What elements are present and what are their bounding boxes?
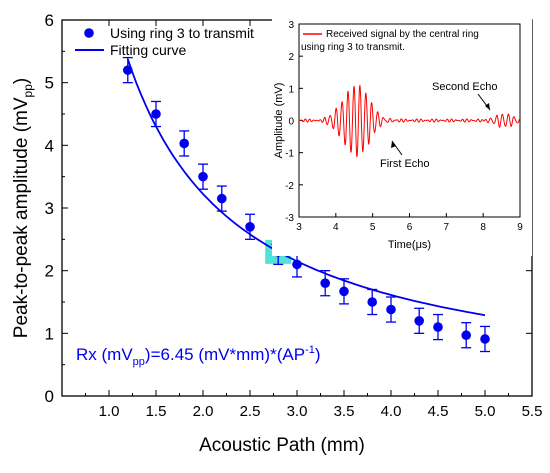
y-tick-label: 0 — [45, 387, 54, 406]
main-chart: 1.0 1.5 2.0 2.5 3.0 3.5 4.0 4.5 5.0 5.5 0 1 2 3 4 5 6 Aco… — [11, 11, 542, 456]
inset-x-tick-label: 9 — [517, 222, 523, 233]
fitting-curve — [126, 58, 486, 317]
inset-chart: 3 4 5 6 7 8 9 -3 -2 -1 0 1 2 3 Time(μs) Amplitude (mV) R… — [272, 16, 532, 256]
inset-x-tick-label: 8 — [480, 222, 486, 233]
inset-y-tick-label: 1 — [288, 84, 294, 95]
inset-y-tick-label: 3 — [288, 20, 294, 31]
y-tick-label: 4 — [45, 136, 54, 155]
x-tick-label: 4.5 — [428, 403, 449, 420]
data-point — [198, 171, 208, 182]
inset-y-tick-label: 0 — [288, 117, 294, 128]
data-point — [386, 304, 396, 315]
data-point — [480, 334, 490, 344]
second-echo-arrowhead — [485, 103, 490, 110]
legend-label-points: Using ring 3 to transmit — [110, 25, 254, 41]
inset-x-tick-label: 5 — [370, 222, 376, 233]
x-tick-label: 2.5 — [240, 403, 261, 420]
data-point — [414, 316, 425, 326]
first-echo-arrowhead — [391, 141, 396, 148]
data-point — [217, 193, 227, 204]
y-tick-label: 1 — [45, 324, 54, 343]
inset-x-tick-label: 4 — [333, 222, 339, 233]
inset-x-tick-label: 6 — [407, 222, 413, 233]
legend-label-fit: Fitting curve — [110, 42, 186, 58]
x-tick-label: 1.5 — [146, 403, 167, 420]
inset-legend-line2: using ring 3 to transmit. — [301, 42, 405, 53]
inset-y-tick-label: 2 — [288, 52, 294, 63]
inset-y-tick-label: -2 — [285, 181, 294, 192]
data-point — [320, 278, 331, 289]
x-tick-label: 1.0 — [99, 403, 120, 420]
x-axis-label: Acoustic Path (mm) — [199, 435, 365, 456]
x-tick-label: 4.0 — [381, 403, 402, 420]
y-axis-label: Peak-to-peak amplitude (mVpp) — [11, 78, 35, 338]
data-point — [123, 65, 133, 75]
inset-x-tick-label: 3 — [296, 222, 302, 233]
y-tick-label: 2 — [45, 262, 54, 281]
x-tick-label: 3.0 — [287, 403, 308, 420]
x-tick-label: 2.0 — [193, 403, 214, 420]
inset-y-axis-label: Amplitude (mV) — [273, 83, 285, 159]
inset-legend-line1: Received signal by the central ring — [326, 29, 479, 40]
y-tick-label: 5 — [45, 74, 54, 93]
data-point — [179, 138, 189, 149]
annotation-second-echo: Second Echo — [432, 81, 497, 93]
inset-y-tick-label: -1 — [285, 149, 294, 160]
inset-y-tick-label: -3 — [285, 213, 294, 224]
data-point — [245, 222, 255, 232]
inset-background — [272, 16, 532, 256]
y-tick-label: 6 — [45, 11, 54, 30]
signal-trace — [298, 84, 521, 158]
inset-x-tick-label: 7 — [444, 222, 450, 233]
data-point — [151, 109, 161, 119]
annotation-first-echo: First Echo — [380, 158, 430, 170]
data-point — [433, 322, 443, 332]
data-point — [339, 286, 349, 297]
y-tick-label: 3 — [45, 199, 54, 218]
data-point — [292, 259, 302, 270]
data-point — [461, 330, 472, 341]
fit-equation: Rx (mVpp)=6.45 (mV*mm)*(AP-1) — [76, 344, 321, 368]
x-tick-label: 5.0 — [475, 403, 496, 420]
legend-marker-points — [84, 28, 94, 38]
data-point — [367, 297, 378, 307]
x-tick-label: 5.5 — [522, 403, 543, 420]
x-tick-label: 3.5 — [334, 403, 355, 420]
inset-x-axis-label: Time(μs) — [388, 239, 431, 251]
